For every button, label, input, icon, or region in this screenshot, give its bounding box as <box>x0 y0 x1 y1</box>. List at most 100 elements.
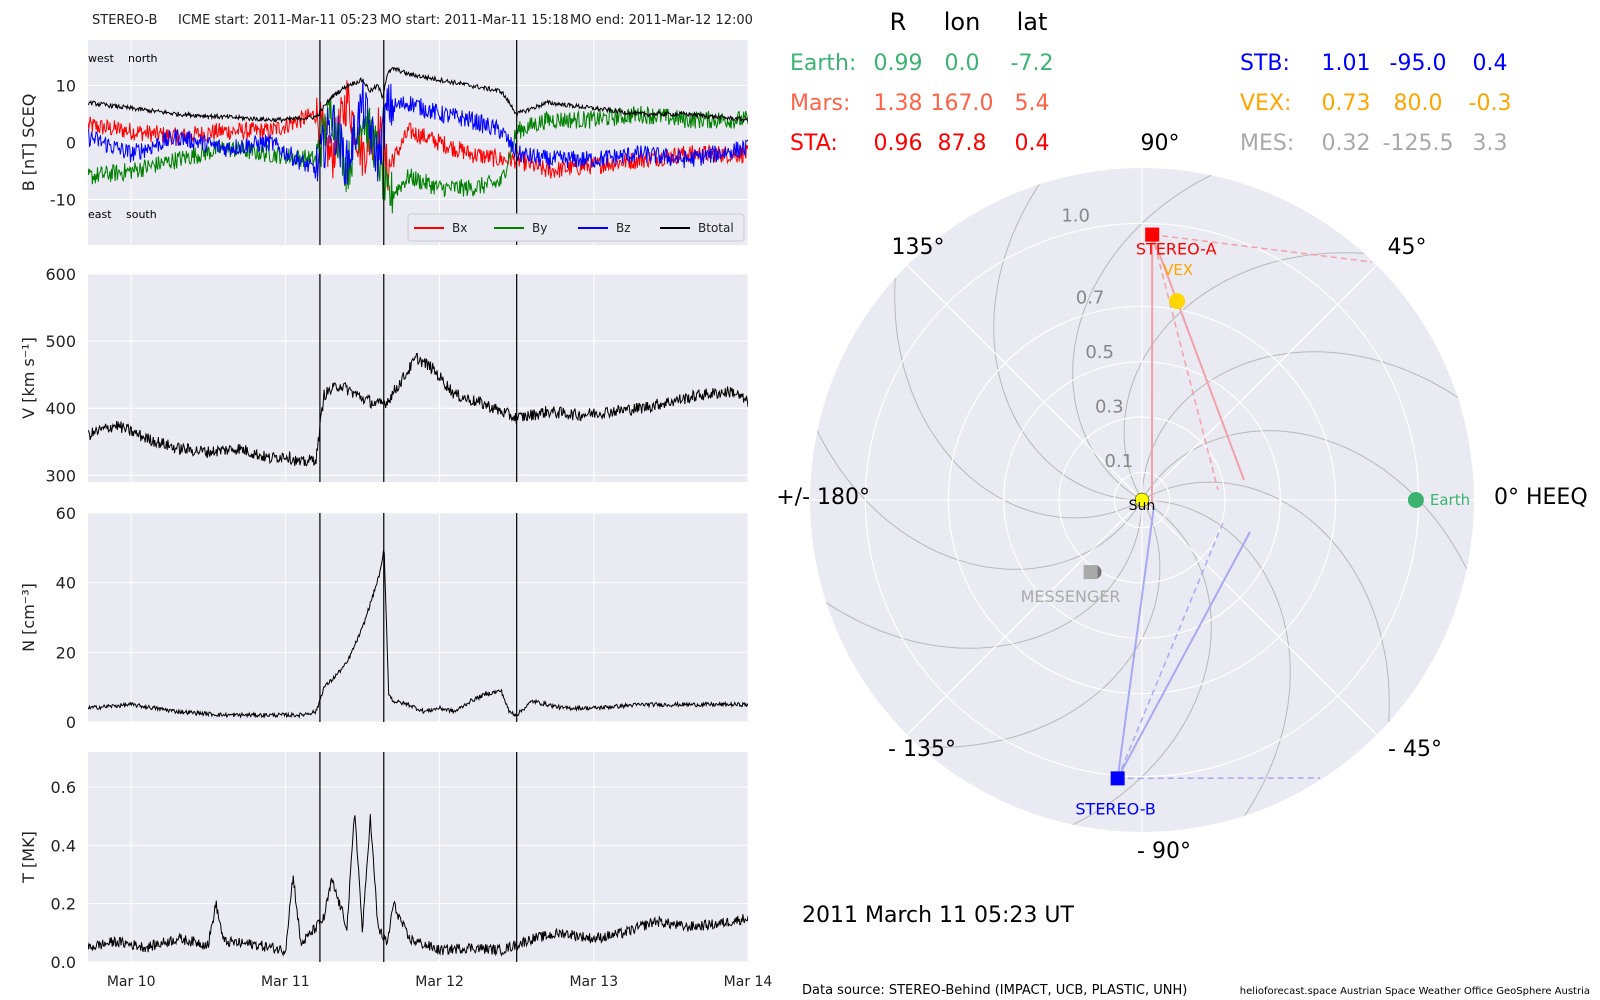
spiral-line <box>1141 430 1474 635</box>
ytick-label: 20 <box>56 643 76 662</box>
table-header-lat: lat <box>1017 8 1048 36</box>
polar-plot: 0.1 0.3 0.5 0.7 1.0 90° 45° 0° HEEQ - 45° - 90° - … <box>776 131 1588 864</box>
ytick-label: 500 <box>45 332 76 351</box>
corner-label: west <box>88 52 114 65</box>
angle-label: 135° <box>892 235 945 260</box>
stb-marker <box>1110 771 1125 786</box>
table-left-lat: 0.4 <box>1015 131 1050 156</box>
table-right-lon: 80.0 <box>1394 91 1443 116</box>
ytick-label: 60 <box>56 504 76 523</box>
angle-label: 0° HEEQ <box>1494 485 1588 510</box>
series-Bz <box>88 78 748 186</box>
radial-label: 0.1 <box>1105 451 1134 472</box>
ytick-label: 0 <box>66 134 76 153</box>
footer-source: Data source: STEREO-Behind (IMPACT, UCB,… <box>802 983 1187 998</box>
header-icme-start: ICME start: 2011-Mar-11 05:23 <box>178 13 378 28</box>
table-header-r: R <box>890 8 907 36</box>
table-left-lat: -7.2 <box>1011 51 1054 76</box>
mes-label: MESSENGER <box>1021 587 1121 606</box>
legend-label: By <box>532 221 547 235</box>
ylabel-N: N [cm⁻³] <box>19 583 38 652</box>
radial-label: 1.0 <box>1061 206 1090 227</box>
table-right-r: 0.32 <box>1322 131 1371 156</box>
spiral-line <box>810 499 1143 649</box>
spiral-line <box>894 209 1143 519</box>
table-right-r: 1.01 <box>1322 51 1371 76</box>
earth-marker <box>1407 492 1424 508</box>
corner-label: east <box>88 208 112 221</box>
series-Bx <box>88 80 748 191</box>
angle-label: - 135° <box>888 737 956 762</box>
ytick-label: 0.6 <box>51 778 76 797</box>
angle-label: +/- 180° <box>776 485 870 510</box>
table-right-r: 0.73 <box>1322 91 1371 116</box>
ylabel-B: B [nT] SCEQ <box>19 94 38 192</box>
table-left-r: 0.96 <box>874 131 923 156</box>
header-mo-start: MO start: 2011-Mar-11 15:18 <box>380 13 569 28</box>
angular-spoke <box>1141 264 1378 501</box>
legend-label: Btotal <box>698 221 734 235</box>
earth-label: Earth <box>1430 491 1470 509</box>
series-By <box>88 97 748 214</box>
radial-label: 0.5 <box>1085 342 1114 363</box>
table-right-lat: 0.4 <box>1473 51 1508 76</box>
table-left-name: Mars: <box>790 91 850 116</box>
angle-label: - 90° <box>1137 839 1191 864</box>
body-messenger: MESSENGER <box>1021 565 1121 606</box>
ylabel-T: T [MK] <box>19 831 38 884</box>
position-table: R lon lat Earth: 0.99 0.0 -7.2 Mars: 1.38 167.… <box>790 8 1511 156</box>
body-stereo-b: STEREO-B <box>1075 771 1156 818</box>
ytick-label: 10 <box>56 77 76 96</box>
spiral-line <box>1141 481 1390 791</box>
stb-line <box>1116 531 1251 779</box>
header-spacecraft: STEREO-B <box>92 13 157 28</box>
spiral-line <box>993 168 1143 501</box>
series-V <box>88 352 748 467</box>
legend-box <box>407 213 745 242</box>
sta-line-dashed <box>1151 234 1219 491</box>
table-right-name: STB: <box>1240 51 1290 76</box>
body-vex: VEX <box>1163 261 1193 310</box>
series-N <box>88 549 748 719</box>
vex-label: VEX <box>1163 261 1193 279</box>
connection-lines <box>1116 233 1373 780</box>
header-mo-end: MO end: 2011-Mar-12 12:00 <box>570 13 753 28</box>
body-sun: Sun <box>1129 492 1155 514</box>
footer-credits: helioforecast.space Austrian Space Weath… <box>1240 986 1590 997</box>
sun-marker <box>1134 492 1150 508</box>
ytick-label: 300 <box>45 466 76 485</box>
angular-spoke <box>906 264 1143 501</box>
table-right-lon: -95.0 <box>1390 51 1447 76</box>
angle-label: - 45° <box>1388 737 1442 762</box>
table-left-lon: 87.8 <box>938 131 987 156</box>
stb-line <box>1116 505 1155 779</box>
angle-label: 45° <box>1388 235 1427 260</box>
xtick-label: Mar 14 <box>724 974 773 990</box>
table-right-lat: -0.3 <box>1469 91 1512 116</box>
sta-marker <box>1145 227 1160 242</box>
table-left-r: 0.99 <box>874 51 923 76</box>
angular-spoke <box>906 499 1143 736</box>
table-left-lon: 0.0 <box>945 51 980 76</box>
stb-line-dashed <box>1116 519 1225 779</box>
xtick-label: Mar 13 <box>569 974 618 990</box>
corner-label: north <box>128 52 158 65</box>
radial-label: 0.7 <box>1076 287 1105 308</box>
sta-label: STEREO-A <box>1136 240 1217 259</box>
spiral-line <box>1007 499 1212 832</box>
legend: Bx By Bz Btotal <box>407 213 745 242</box>
ytick-label: 400 <box>45 399 76 418</box>
panel-background <box>88 274 748 482</box>
spiral-line <box>1141 499 1291 832</box>
xtick-label: Mar 10 <box>107 974 156 990</box>
radial-label: 0.3 <box>1095 396 1124 417</box>
table-left-lat: 5.4 <box>1015 91 1050 116</box>
table-left-r: 1.38 <box>874 91 923 116</box>
legend-label: Bx <box>452 221 467 235</box>
date-label: 2011 March 11 05:23 UT <box>802 903 1075 928</box>
ytick-label: 0.0 <box>51 953 76 972</box>
xtick-label: Mar 12 <box>415 974 464 990</box>
ylabel-V: V [km s⁻¹] <box>19 337 38 419</box>
